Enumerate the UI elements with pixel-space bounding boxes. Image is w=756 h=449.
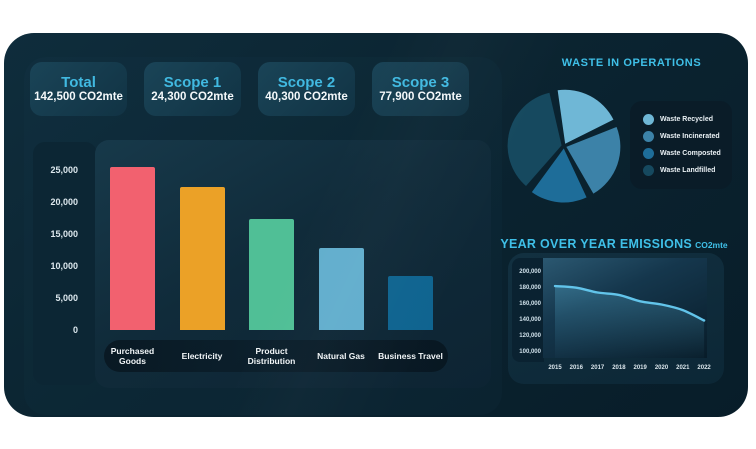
legend-item: Waste Incinerated — [643, 131, 732, 142]
bar-y-tick: 25,000 — [50, 165, 78, 175]
legend-label: Waste Recycled — [660, 116, 714, 123]
line-y-tick: 120,000 — [519, 332, 541, 339]
emissions-area — [555, 286, 705, 358]
summary-card-total: Total 142,500 CO2mte — [30, 62, 127, 116]
card-value: 40,300 CO2mte — [265, 90, 348, 103]
card-label: Scope 3 — [391, 73, 450, 91]
bar-purchased-goods — [110, 166, 155, 330]
legend-dot — [643, 165, 654, 176]
bar-category-label: Electricity — [181, 350, 223, 361]
bar-category-label: Purchased Goods — [110, 345, 155, 366]
emissions-line — [553, 284, 706, 322]
bar-category-label: Business Travel — [378, 350, 443, 361]
bar-chart-category-pill — [104, 340, 448, 372]
line-x-tick: 2016 — [569, 365, 583, 371]
legend-dot — [643, 131, 654, 142]
line-y-tick: 180,000 — [519, 284, 541, 291]
pie-chart-title: WASTE IN OPERATIONS — [561, 57, 702, 69]
legend-label: Waste Landfilled — [660, 167, 716, 174]
line-x-tick: 2018 — [612, 365, 626, 371]
bar-business-travel — [388, 275, 433, 330]
line-x-tick: 2022 — [697, 365, 711, 371]
line-chart-y-axis-panel — [512, 258, 544, 362]
legend-item: Waste Recycled — [643, 114, 732, 125]
dashboard: Total 142,500 CO2mte Scope 1 24,300 CO2m… — [4, 33, 748, 417]
pie-chart — [507, 89, 621, 203]
bar-product-distribution — [249, 219, 294, 330]
line-x-tick: 2020 — [654, 365, 669, 371]
pie-slice-waste-composted — [531, 148, 587, 203]
line-x-tick: 2017 — [590, 365, 605, 371]
card-value: 142,500 CO2mte — [34, 90, 123, 103]
legend-item: Waste Composted — [643, 148, 732, 159]
bar-category-label: Product Distribution — [247, 345, 296, 366]
line-x-tick: 2021 — [676, 365, 690, 371]
card-value: 77,900 CO2mte — [379, 90, 462, 103]
legend-dot — [643, 148, 654, 159]
bar-y-tick: 20,000 — [50, 197, 78, 207]
line-y-tick: 200,000 — [519, 268, 541, 275]
legend-item: Waste Landfilled — [643, 165, 732, 176]
line-y-tick: 100,000 — [519, 348, 541, 355]
legend-dot — [643, 114, 654, 125]
summary-card-scope2: Scope 2 40,300 CO2mte — [258, 62, 355, 116]
pie-slice-waste-recycled — [557, 89, 614, 144]
pie-legend-card: Waste Recycled Waste Incinerated Waste Com… — [630, 101, 732, 189]
bar-y-tick: 10,000 — [50, 261, 78, 271]
summary-cards-row: Total 142,500 CO2mte Scope 1 24,300 CO2m… — [30, 62, 469, 116]
line-chart-title-text: YEAR OVER YEAR EMISSIONS — [500, 237, 693, 251]
summary-card-scope1: Scope 1 24,300 CO2mte — [144, 62, 241, 116]
card-value: 24,300 CO2mte — [151, 90, 234, 103]
card-label: Scope 2 — [277, 73, 336, 91]
line-x-tick: 2015 — [548, 365, 562, 371]
bar-chart-y-axis-panel — [33, 142, 97, 385]
line-chart-title-unit: CO2mte — [695, 240, 728, 250]
line-chart-title: YEAR OVER YEAR EMISSIONS CO2mte — [474, 235, 748, 253]
pie-slice-waste-incinerated — [566, 126, 621, 194]
card-label: Total — [61, 73, 96, 91]
summary-card-scope3: Scope 3 77,900 CO2mte — [372, 62, 469, 116]
bar-natural-gas — [318, 248, 364, 330]
legend-label: Waste Composted — [660, 150, 721, 157]
line-y-tick: 160,000 — [519, 300, 541, 307]
bar-electricity — [179, 187, 225, 330]
bar-category-label: Natural Gas — [317, 350, 365, 361]
line-y-tick: 140,000 — [519, 316, 541, 323]
legend-label: Waste Incinerated — [660, 133, 720, 140]
bar-y-tick: 5,000 — [55, 293, 78, 303]
bar-y-tick: 15,000 — [50, 229, 78, 239]
bar-y-tick: 0 — [72, 325, 78, 335]
line-x-tick: 2019 — [633, 365, 647, 371]
card-label: Scope 1 — [163, 73, 222, 91]
emissions-line-chart — [553, 284, 706, 358]
pie-slice-waste-landfilled — [507, 92, 562, 187]
